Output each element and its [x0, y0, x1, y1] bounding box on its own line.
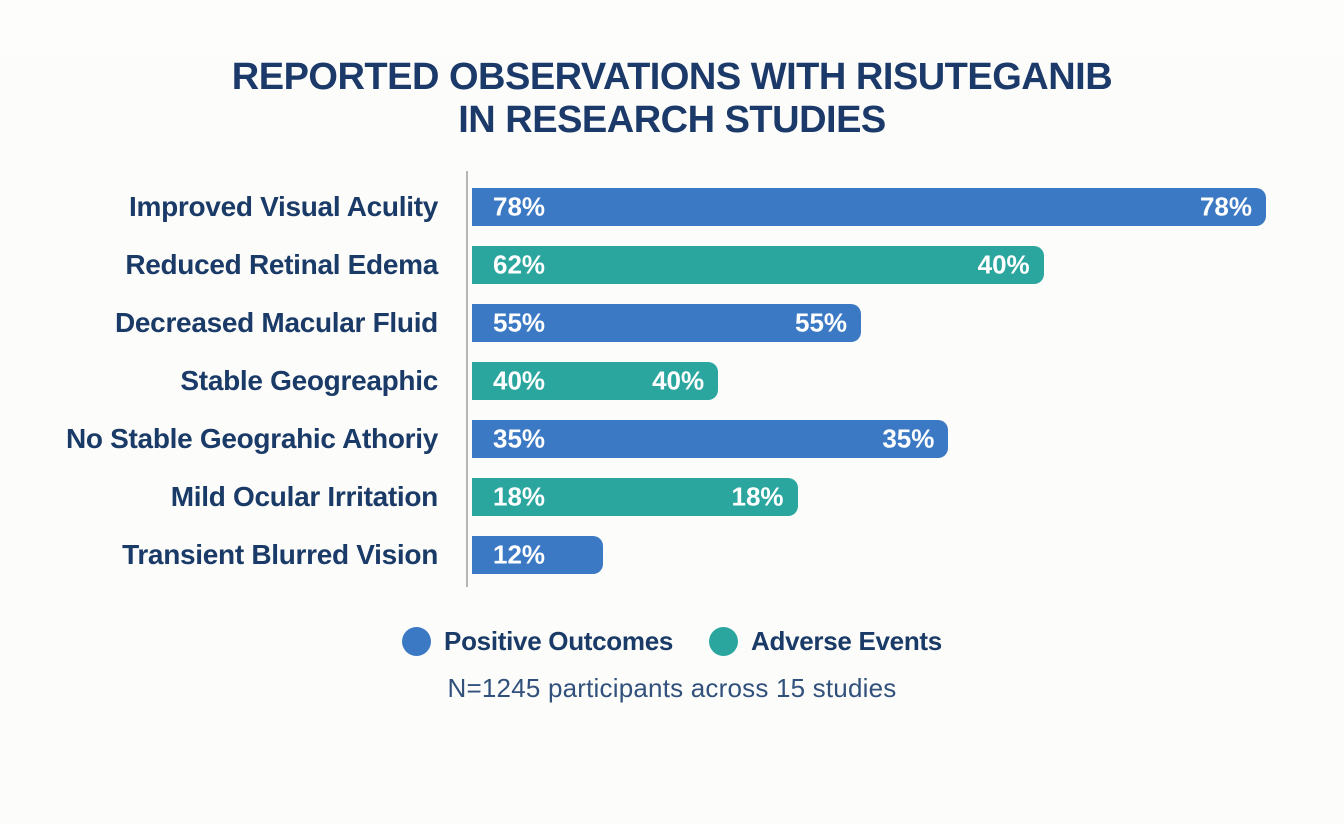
category-label: No Stable Geograhic Athoriy — [65, 423, 438, 454]
bar-track: 18% 18% — [472, 478, 1266, 516]
infographic-canvas: REPORTED OBSERVATIONS WITH RISUTEGANIB I… — [0, 56, 1344, 824]
bar-value-right: 55% — [795, 307, 848, 338]
bar-adverse: 40% 40% — [472, 362, 719, 400]
bar-value-right: 78% — [1199, 191, 1252, 222]
legend-item-positive: Positive Outcomes — [402, 626, 673, 657]
legend-label: Positive Outcomes — [444, 626, 674, 656]
bar-value-left: 35% — [493, 423, 546, 454]
chart-row: Reduced Retinal Edema 62% 40% — [28, 246, 1266, 284]
bar-chart-rows: Improved Visual Aculity 78% 78% Reduced Ret… — [28, 171, 1266, 587]
bar-value-right: 18% — [731, 481, 784, 512]
chart-footnote: N=1245 participants across 15 studies — [447, 673, 897, 703]
category-label: Mild Ocular Irritation — [170, 481, 439, 512]
bar-chart: Improved Visual Aculity 78% 78% Reduced Ret… — [28, 171, 1266, 587]
chart-row: Improved Visual Aculity 78% 78% — [28, 188, 1266, 226]
legend-dot-icon — [709, 627, 739, 656]
chart-title: REPORTED OBSERVATIONS WITH RISUTEGANIB I… — [0, 56, 1344, 142]
category-label: Decreased Macular Fluid — [114, 307, 438, 338]
bar-track: 12% — [472, 536, 1266, 574]
category-label: Transient Blurred Vision — [122, 539, 438, 570]
category-label: Stable Geogreaphic — [180, 365, 438, 396]
bar-value-left: 55% — [493, 307, 546, 338]
chart-row: Stable Geogreaphic 40% 40% — [28, 362, 1266, 400]
chart-row: Transient Blurred Vision 12% — [28, 536, 1266, 574]
legend-dot-icon — [402, 627, 432, 656]
bar-track: 62% 40% — [472, 246, 1266, 284]
bar-adverse: 62% 40% — [472, 246, 1044, 284]
bar-value-right: 40% — [977, 249, 1030, 280]
bar-track: 40% 40% — [472, 362, 1266, 400]
category-label: Reduced Retinal Edema — [125, 249, 438, 280]
chart-title-line2: IN RESEARCH STUDIES — [458, 99, 886, 141]
chart-row: No Stable Geograhic Athoriy 35% 35% — [28, 420, 1266, 458]
chart-title-line1: REPORTED OBSERVATIONS WITH RISUTEGANIB — [231, 56, 1113, 98]
bar-value-left: 62% — [493, 249, 546, 280]
bar-adverse: 18% 18% — [472, 478, 798, 516]
bar-value-left: 78% — [493, 191, 546, 222]
bar-positive: 78% 78% — [472, 188, 1266, 226]
legend-label: Adverse Events — [751, 626, 942, 656]
chart-row: Decreased Macular Fluid 55% 55% — [28, 304, 1266, 342]
chart-row: Mild Ocular Irritation 18% 18% — [28, 478, 1266, 516]
bar-track: 55% 55% — [472, 304, 1266, 342]
bar-positive: 35% 35% — [472, 420, 949, 458]
legend-item-adverse: Adverse Events — [709, 626, 942, 657]
bar-positive: 12% — [472, 536, 603, 574]
category-label: Improved Visual Aculity — [129, 191, 438, 222]
chart-legend: Positive Outcomes Adverse Events — [0, 626, 1344, 657]
bar-value-left: 40% — [493, 365, 546, 396]
bar-value-right: 40% — [652, 365, 705, 396]
bar-track: 35% 35% — [472, 420, 1266, 458]
bar-track: 78% 78% — [472, 188, 1266, 226]
bar-value-right: 35% — [882, 423, 935, 454]
bar-value-left: 12% — [493, 539, 546, 570]
bar-positive: 55% 55% — [472, 304, 862, 342]
bar-value-left: 18% — [493, 481, 546, 512]
